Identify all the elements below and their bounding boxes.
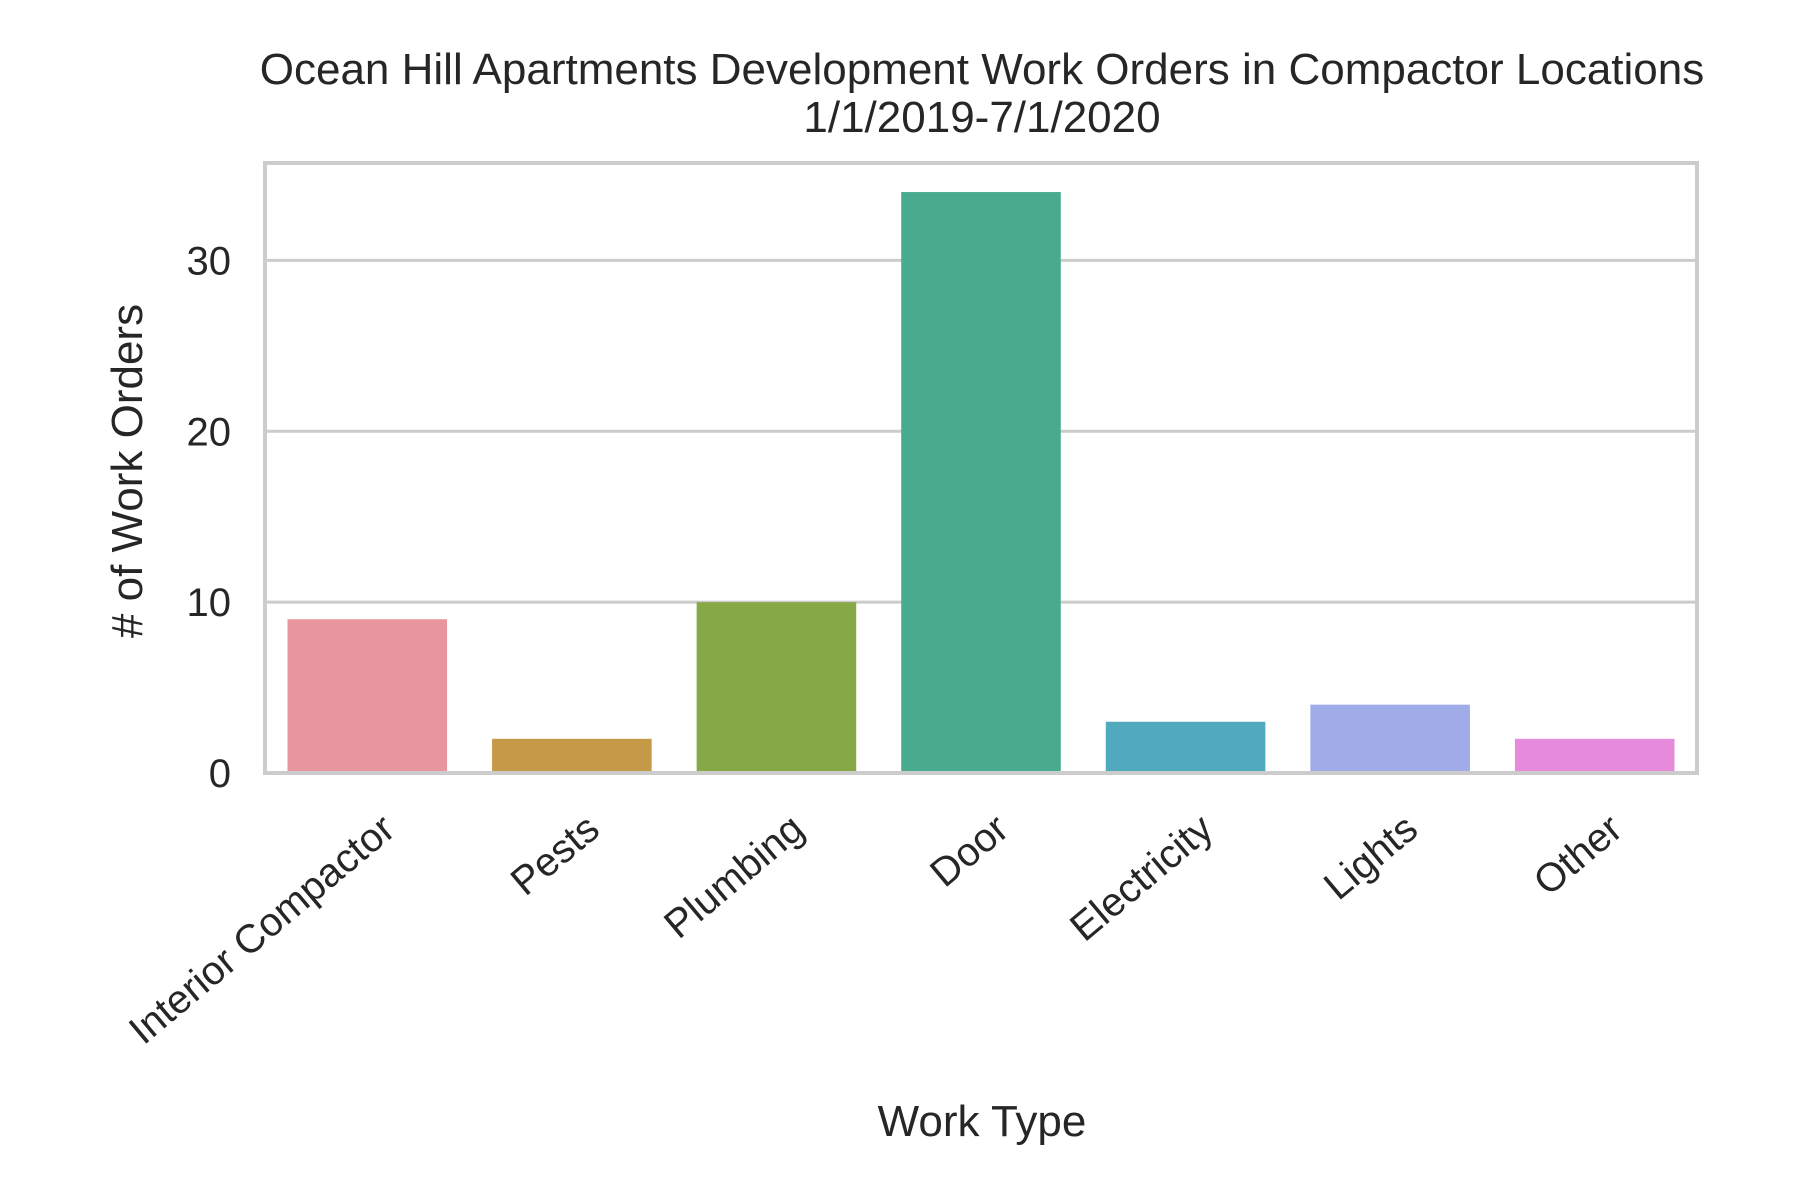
bar (901, 192, 1061, 774)
chart-title: Ocean Hill Apartments Development Work O… (260, 45, 1704, 94)
chart-subtitle: 1/1/2019-7/1/2020 (803, 93, 1160, 142)
bar (287, 619, 448, 773)
bar (1514, 738, 1675, 773)
x-tick-label: Other (1526, 806, 1631, 904)
bar (696, 602, 857, 773)
x-tick-label: Lights (1316, 806, 1426, 908)
y-tick-label: 0 (209, 752, 231, 796)
bar (1310, 704, 1470, 773)
bar (492, 738, 652, 773)
x-tick-label: Door (922, 806, 1017, 895)
y-tick-label: 30 (187, 239, 232, 283)
y-tick-label: 20 (187, 410, 232, 454)
y-tick-label: 10 (187, 581, 232, 625)
x-tick-label: Plumbing (656, 806, 812, 947)
x-tick-label: Interior Compactor (121, 806, 403, 1053)
x-tick-labels: Interior Compactor Pests Plumbing Door Elect… (121, 806, 1630, 1053)
x-axis-label: Work Type (878, 1097, 1087, 1146)
y-tick-labels: 0 10 20 30 (187, 239, 232, 796)
bars (287, 192, 1675, 774)
y-axis-label: # of Work Orders (103, 304, 152, 638)
x-tick-label: Electricity (1062, 806, 1221, 950)
plot-frame (263, 161, 1699, 775)
x-tick-label: Pests (503, 806, 608, 904)
bar (1105, 721, 1266, 773)
